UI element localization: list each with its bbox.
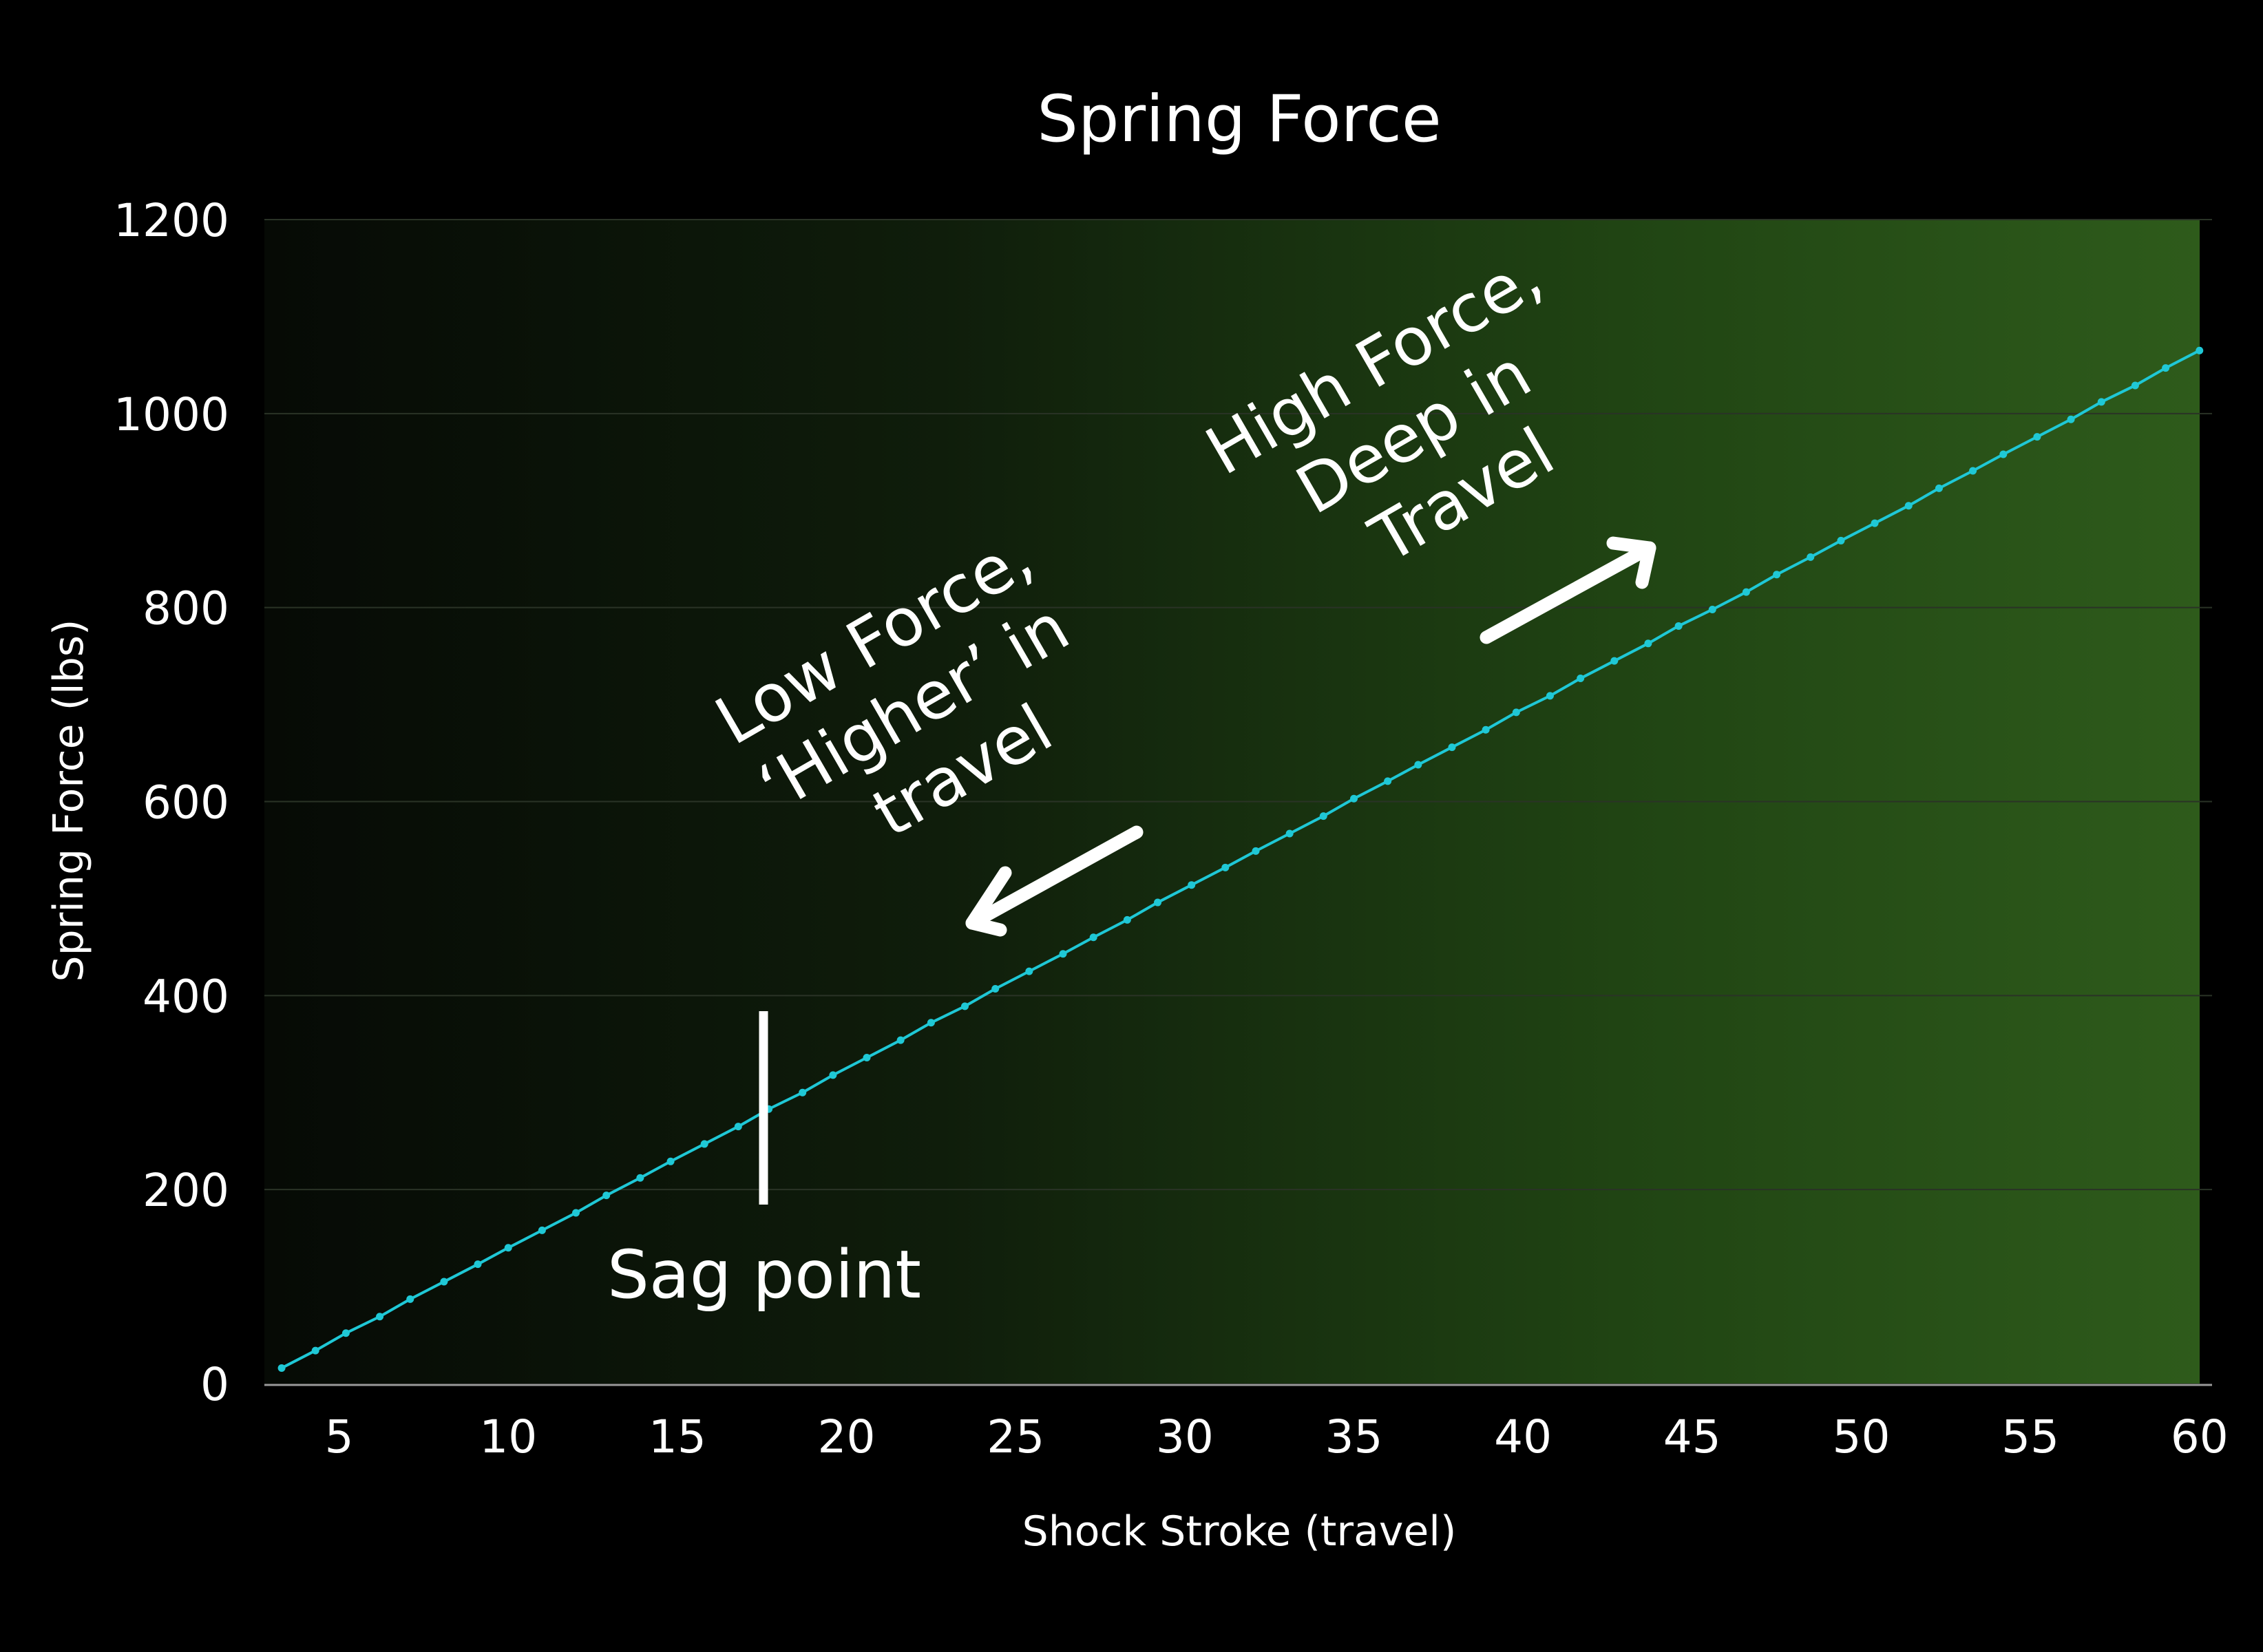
x-tick-label: 25 [987,1410,1044,1463]
data-point [1742,588,1750,596]
data-point [636,1174,644,1182]
data-point [1188,881,1196,889]
data-point [474,1260,482,1269]
x-tick-label: 40 [1494,1410,1552,1463]
x-tick-label: 10 [479,1410,537,1463]
data-point [961,1002,969,1010]
data-point [572,1209,580,1217]
data-point [2033,433,2041,441]
data-point [1999,450,2008,458]
data-point [1059,950,1067,958]
data-point [440,1278,448,1286]
data-point [1414,761,1422,769]
x-tick-labels: 5 10 15 20 25 30 35 40 45 50 55 60 [325,1410,2229,1463]
series-spring-force [277,346,2204,1372]
x-tick-label: 15 [649,1410,706,1463]
data-point [376,1313,384,1321]
data-point [1482,726,1490,734]
data-point [896,1036,905,1044]
y-tick-label: 800 [143,582,229,635]
data-point [863,1054,871,1062]
data-point [1904,502,1913,510]
x-tick-label: 60 [2171,1410,2229,1463]
data-point [1025,967,1033,975]
y-tick-label: 0 [200,1358,229,1411]
data-point [2097,398,2105,406]
data-point [1252,847,1260,855]
data-point [311,1346,319,1355]
y-tick-label: 1000 [114,388,229,441]
data-point [2067,415,2075,423]
data-point [1319,812,1327,820]
data-point [2196,346,2204,354]
chart-title: Spring Force [1037,82,1442,157]
data-point [2162,364,2170,372]
x-tick-label: 45 [1663,1410,1721,1463]
gridlines [264,219,2212,1191]
data-point [1221,863,1230,871]
y-axis-label: Spring Force (lbs) [45,620,93,982]
data-point [1123,915,1131,924]
x-tick-label: 35 [1325,1410,1383,1463]
data-point [341,1329,350,1337]
data-point [1644,639,1652,648]
sag-point-label: Sag point [607,1236,921,1313]
x-tick-label: 5 [325,1410,354,1463]
data-point [1773,571,1781,579]
data-point [1837,536,1845,544]
data-point [700,1140,708,1148]
data-point [734,1123,742,1131]
data-point [829,1071,837,1079]
y-tick-label: 200 [143,1164,229,1217]
data-point [1350,794,1358,803]
data-point [1674,622,1683,630]
data-point [1807,553,1815,561]
x-tick-label: 55 [2001,1410,2059,1463]
arrow-down-left-icon [965,825,1144,937]
x-tick-label: 30 [1156,1410,1214,1463]
y-tick-label: 1200 [114,194,229,247]
data-point [1154,898,1162,907]
data-point [1935,484,1943,492]
data-point [2131,381,2139,390]
data-point [1610,657,1619,665]
data-point [1546,692,1554,700]
data-point [799,1088,807,1097]
data-point [538,1226,546,1234]
y-tick-labels: 0 200 400 600 800 1000 1200 [114,194,229,1411]
data-point [1871,519,1879,527]
x-axis-label: Shock Stroke (travel) [1022,1507,1457,1556]
data-point [602,1192,611,1200]
data-point [991,984,1000,993]
data-point [927,1019,935,1027]
data-point [1448,743,1456,752]
y-tick-label: 400 [143,970,229,1023]
data-point [666,1157,675,1165]
y-tick-label: 600 [143,776,229,829]
data-point [1512,708,1520,717]
data-point [1708,605,1716,613]
series-line [281,349,2200,1370]
data-point [277,1364,286,1372]
data-point [1285,829,1294,838]
data-point [1577,675,1585,683]
data-point [1089,933,1097,942]
x-tick-label: 20 [818,1410,876,1463]
x-tick-label: 50 [1832,1410,1890,1463]
data-point [1384,777,1392,785]
arrow-up-right-icon [1480,536,1656,644]
data-point [406,1295,414,1303]
data-point [1969,467,1977,475]
data-point [504,1244,512,1252]
